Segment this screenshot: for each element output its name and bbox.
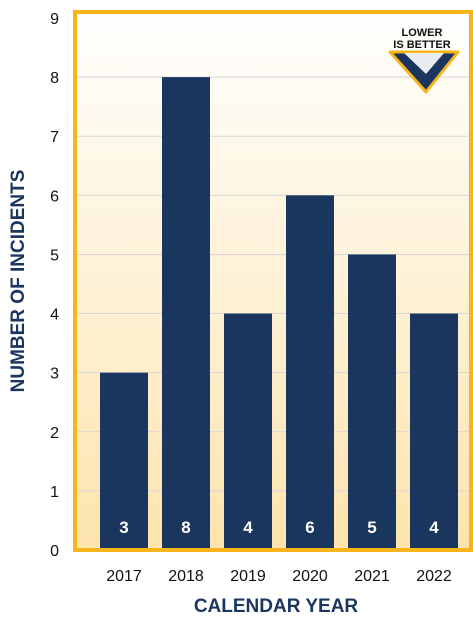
plot-frame [73,10,473,552]
x-tick-label-2018: 2018 [168,568,204,585]
y-tick-label: 9 [50,11,59,28]
bar-2022 [410,313,458,550]
x-tick-label-2020: 2020 [292,568,328,585]
badge-line-1: LOWER [402,27,443,39]
y-axis-title: NUMBER OF INCIDENTS [8,170,29,393]
bar-2018 [162,77,210,550]
y-tick-label: 6 [50,188,59,205]
value-label-2017: 3 [119,518,128,537]
value-label-2018: 8 [181,518,190,537]
bars [100,77,458,551]
value-labels: 3 8 4 6 5 4 [119,518,439,537]
value-label-2020: 6 [305,518,314,537]
x-tick-label-2022: 2022 [416,568,452,585]
y-tick-label: 3 [50,366,59,383]
y-tick-labels: 0 1 2 3 4 5 6 7 8 9 [50,11,59,560]
value-label-2022: 4 [429,518,439,537]
bar-2017 [100,372,148,550]
y-tick-label: 0 [50,543,59,560]
badge-line-2: IS BETTER [393,39,451,51]
value-label-2019: 4 [243,518,253,537]
x-axis-title: CALENDAR YEAR [194,596,359,617]
y-tick-label: 7 [50,129,59,146]
checkmark-notch [404,53,444,74]
bar-2019 [224,313,272,550]
lower-is-better-badge: LOWER IS BETTER [388,27,460,94]
bar-2020 [286,195,334,551]
x-tick-label-2017: 2017 [106,568,142,585]
y-tick-label: 1 [50,484,59,501]
x-tick-labels: 2017 2018 2019 2020 2021 2022 [106,568,452,585]
y-tick-label: 8 [50,70,59,87]
y-tick-label: 5 [50,247,59,264]
x-tick-label-2019: 2019 [230,568,266,585]
bar-2021 [348,254,396,550]
y-tick-label: 4 [50,307,59,324]
value-label-2021: 5 [367,518,376,537]
y-tick-label: 2 [50,425,59,442]
x-tick-label-2021: 2021 [354,568,390,585]
